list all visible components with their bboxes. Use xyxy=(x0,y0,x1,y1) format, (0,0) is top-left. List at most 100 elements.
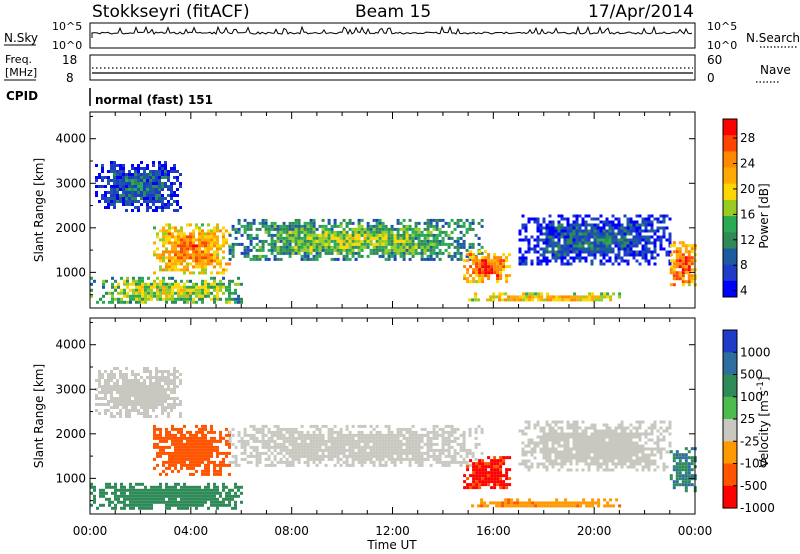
cell xyxy=(207,256,210,260)
cell xyxy=(291,448,295,452)
cell xyxy=(161,185,164,188)
cell xyxy=(405,248,409,252)
cell xyxy=(110,161,113,164)
cell xyxy=(466,253,470,257)
cell xyxy=(472,486,476,490)
cell xyxy=(354,257,358,261)
cell xyxy=(252,433,256,437)
cell xyxy=(267,427,271,431)
cell xyxy=(402,448,406,452)
cell xyxy=(554,447,558,451)
cell xyxy=(336,460,340,464)
cell xyxy=(348,436,352,440)
cell xyxy=(345,439,349,443)
cell xyxy=(468,221,472,225)
cell xyxy=(345,245,349,249)
cell xyxy=(420,248,424,252)
cell xyxy=(462,457,466,461)
cell xyxy=(255,463,259,467)
cell xyxy=(216,244,219,248)
cell xyxy=(525,504,529,508)
cell xyxy=(102,491,105,495)
cell xyxy=(219,500,222,504)
cell xyxy=(186,457,189,461)
cell xyxy=(472,277,476,281)
cell xyxy=(360,436,364,440)
cell xyxy=(521,253,525,257)
cell xyxy=(414,251,418,255)
cell xyxy=(447,224,451,228)
cell xyxy=(638,214,642,218)
cell xyxy=(668,238,672,242)
cell xyxy=(123,503,126,507)
cell xyxy=(143,406,146,409)
cell xyxy=(192,244,195,248)
cell xyxy=(216,445,219,449)
cell xyxy=(294,224,298,228)
cell xyxy=(333,218,337,222)
cell xyxy=(156,445,159,449)
cell xyxy=(429,251,433,255)
cell xyxy=(158,176,161,179)
cell xyxy=(522,295,526,299)
cell xyxy=(255,236,259,240)
cell xyxy=(189,491,192,495)
cell xyxy=(594,295,598,299)
cell xyxy=(183,433,186,437)
cell xyxy=(339,436,343,440)
cell xyxy=(146,206,149,209)
cell xyxy=(469,253,473,257)
cell xyxy=(478,268,482,272)
cell xyxy=(339,251,343,255)
cell xyxy=(174,229,177,233)
cell xyxy=(504,504,508,508)
cell xyxy=(590,250,594,254)
cell xyxy=(441,445,445,449)
cell xyxy=(475,480,479,484)
cell xyxy=(153,497,156,501)
cell xyxy=(213,265,216,269)
cell xyxy=(228,262,231,266)
cell xyxy=(521,462,525,466)
cell xyxy=(492,295,496,299)
cell xyxy=(159,482,162,486)
cell xyxy=(119,170,122,173)
cell xyxy=(527,241,531,245)
cell xyxy=(587,250,591,254)
cell xyxy=(635,244,639,248)
cell xyxy=(137,173,140,176)
cell xyxy=(315,424,319,428)
cell xyxy=(608,250,612,254)
cell xyxy=(125,182,128,185)
cell xyxy=(119,197,122,200)
cell xyxy=(246,236,250,240)
cell xyxy=(216,256,219,260)
cell xyxy=(533,456,537,460)
cell xyxy=(134,394,137,397)
cell xyxy=(162,259,165,263)
cell xyxy=(348,451,352,455)
cell xyxy=(138,494,141,498)
cell xyxy=(309,257,313,261)
cell xyxy=(297,430,301,434)
cell xyxy=(551,220,555,224)
cell xyxy=(662,217,666,221)
cell xyxy=(599,453,603,457)
cell xyxy=(189,262,192,266)
cell xyxy=(357,430,361,434)
cell xyxy=(192,250,195,254)
cell xyxy=(429,221,433,225)
cell xyxy=(432,236,436,240)
cell xyxy=(186,247,189,251)
cell xyxy=(611,247,615,251)
cell xyxy=(495,504,499,508)
cell xyxy=(611,444,615,448)
cell xyxy=(563,447,567,451)
cell xyxy=(219,436,222,440)
cell xyxy=(201,436,204,440)
cell xyxy=(110,388,113,391)
cell xyxy=(675,250,679,254)
cell xyxy=(608,244,612,248)
cell xyxy=(569,435,573,439)
